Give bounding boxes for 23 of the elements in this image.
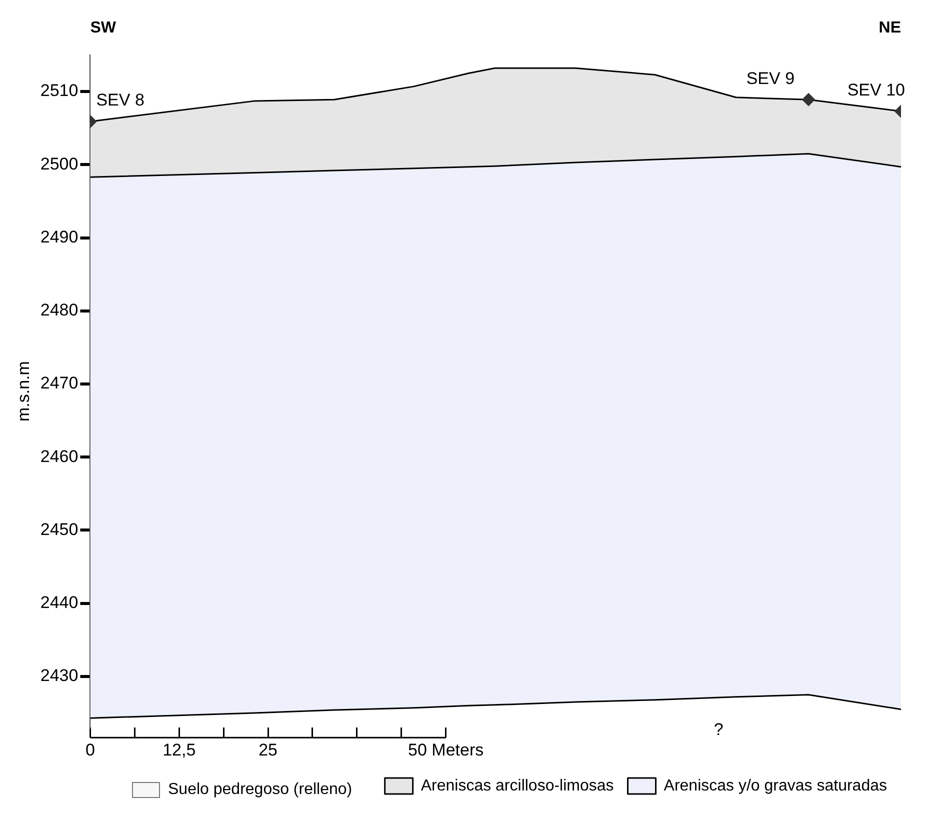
y-tick-label: 2460: [40, 446, 78, 466]
y-tick-label: 2510: [40, 81, 78, 100]
x-tick-label: 25: [258, 740, 278, 760]
y-tick-label: 2490: [40, 227, 78, 246]
text: NE: [878, 19, 902, 36]
y-axis-title: m.s.n.m: [14, 361, 33, 422]
y-tick-label: 2450: [40, 520, 78, 539]
annotation: ?: [714, 720, 724, 739]
y-tick-label: 2480: [40, 300, 78, 320]
annotation: SEV 8: [96, 90, 144, 110]
legend-label: Areniscas y/o gravas saturadas: [664, 777, 887, 794]
y-tick-label: 2500: [40, 154, 78, 174]
x-tick-label: 12,5: [162, 740, 196, 760]
x-tick-label: 0: [85, 740, 95, 760]
y-tick-label: 2430: [40, 666, 78, 686]
annotation: SEV 9: [746, 68, 795, 88]
annotation: SEV 10: [847, 80, 905, 100]
text: SW: [90, 19, 117, 36]
text: Suelo pedregoso (relleno): [168, 781, 352, 799]
legend-label: Areniscas arcilloso-limosas: [420, 777, 614, 794]
y-tick-label: 2470: [40, 374, 78, 393]
x-tick-label: 50 Meters: [408, 740, 484, 760]
y-tick-label: 2440: [40, 593, 78, 612]
